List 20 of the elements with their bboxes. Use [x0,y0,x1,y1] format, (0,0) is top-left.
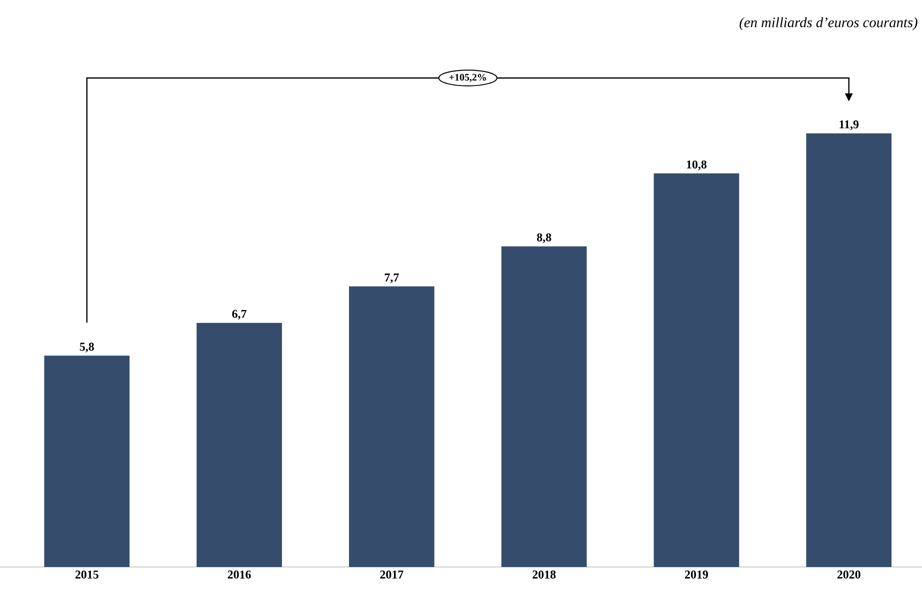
data-label: 8,8 [536,233,552,244]
x-tick-label: 2018 [532,570,556,579]
x-tick-label: 2017 [380,570,404,579]
x-tick-label: 2019 [685,570,708,579]
data-label: 7,7 [384,274,399,284]
bar [349,286,434,567]
x-tick-label: 2015 [75,570,98,579]
bar [501,246,587,567]
bar [44,356,130,567]
bar [196,322,282,567]
data-label: 5,8 [80,342,94,352]
bar [806,133,892,567]
text: +105,2% [449,74,486,82]
data-label: 10,8 [686,160,707,170]
chart-subtitle: (en milliards d’euros courants) [740,17,918,30]
data-label: 6,7 [232,310,246,320]
data-label: 11,9 [840,120,859,130]
bar [654,173,740,567]
x-tick-label: 2020 [837,570,860,579]
x-tick-label: 2016 [228,570,251,579]
